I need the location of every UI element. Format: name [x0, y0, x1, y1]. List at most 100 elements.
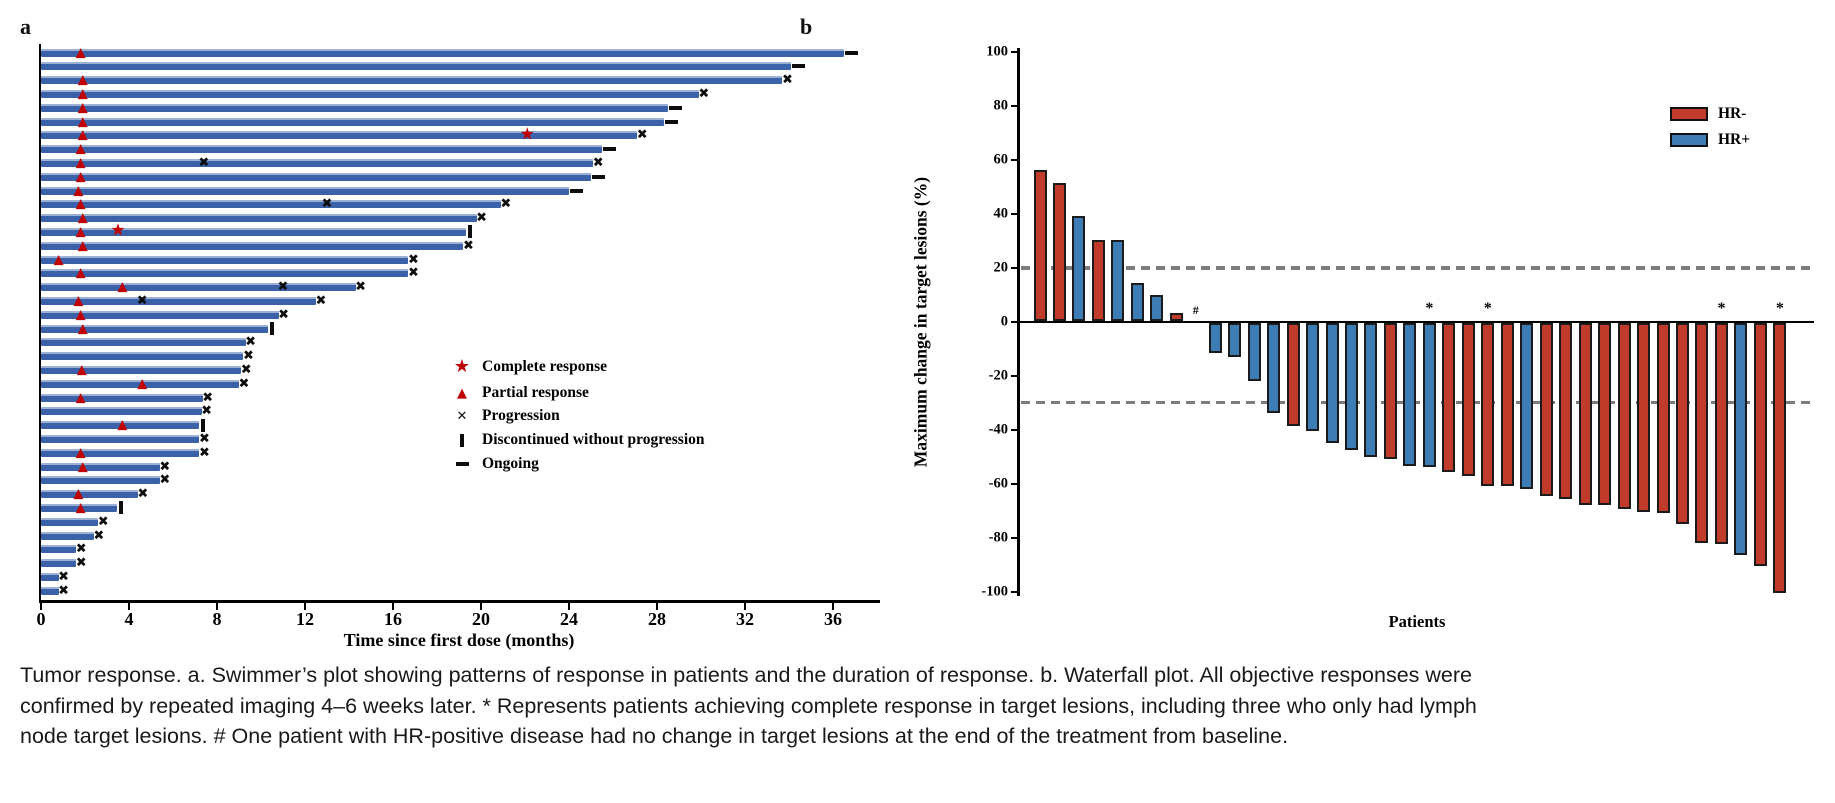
swimmer-x-tick-label: 16: [384, 609, 402, 629]
swimmer-legend-item: ✕ Progression: [452, 407, 560, 425]
swimmer-bar: [41, 131, 638, 140]
waterfall-bar: [1422, 323, 1436, 468]
progression-x-icon: ✖: [242, 348, 254, 364]
waterfall-y-axis-title: Maximum change in target lesions (%): [910, 176, 931, 468]
swimmer-bar: [41, 89, 699, 98]
progression-x-icon: ✖: [75, 555, 87, 571]
waterfall-bar: [1734, 323, 1748, 556]
swimmer-bar: [41, 572, 59, 581]
waterfall-y-tick: [1011, 483, 1018, 485]
waterfall-y-tick: [1011, 213, 1018, 215]
progression-x-icon: ✖: [321, 196, 333, 212]
progression-x-icon: ✖: [355, 279, 367, 295]
swimmer-bar: [41, 407, 202, 416]
swimmer-bar: [41, 559, 77, 568]
waterfall-bar: [1111, 240, 1125, 321]
swimmer-x-tick-label: 36: [824, 609, 842, 629]
partial-response-triangle-icon: ▲: [77, 127, 88, 143]
swimmer-bar: [41, 283, 356, 292]
waterfall-bar: [1130, 283, 1144, 321]
waterfall-y-tick-label: -80: [988, 529, 1008, 546]
swimmer-x-tick-label: 12: [296, 609, 314, 629]
waterfall-zero-axis: [1017, 320, 1814, 324]
waterfall-bar: [1559, 323, 1573, 499]
ongoing-dash-icon: [845, 50, 858, 55]
swimmer-legend-item: Discontinued without progression: [452, 431, 705, 449]
waterfall-bar: [1091, 240, 1105, 321]
hr-positive-swatch: [1670, 133, 1708, 147]
partial-response-triangle-icon: ▲: [53, 252, 64, 267]
swimmer-bar: [41, 62, 792, 71]
swimmer-x-tick-label: 32: [736, 609, 754, 629]
swimmer-bar: [41, 214, 477, 223]
waterfall-bar: [1481, 323, 1495, 487]
vbar-icon: [452, 433, 472, 447]
partial-response-triangle-icon: ▲: [75, 390, 86, 405]
swimmer-bar: [41, 545, 77, 554]
progression-x-icon: ✖: [238, 376, 250, 392]
swimmer-bar: [41, 490, 138, 499]
swimmer-bar: [41, 172, 591, 181]
caption-line-2: confirmed by repeated imaging 4–6 weeks …: [20, 693, 1477, 718]
swimmer-bar: [41, 476, 160, 485]
discontinued-bar-icon: [201, 418, 206, 432]
swimmer-bar: [41, 365, 242, 374]
swimmer-bar: [41, 255, 409, 264]
progression-x-icon: ✖: [698, 86, 710, 102]
waterfall-y-tick: [1011, 267, 1018, 269]
progression-x-icon: ✖: [93, 528, 105, 543]
waterfall-bar: [1247, 323, 1261, 382]
partial-response-triangle-icon: ▲: [75, 224, 86, 240]
complete-response-asterisk: *: [1483, 300, 1492, 317]
partial-response-triangle-icon: ▲: [75, 169, 86, 185]
partial-response-triangle-icon: ▲: [75, 45, 86, 60]
progression-x-icon: ✖: [462, 238, 474, 254]
waterfall-y-tick-label: -40: [988, 421, 1008, 438]
waterfall-bar: [1345, 323, 1359, 450]
swimmer-bar: [41, 269, 409, 278]
discontinued-bar-icon: [269, 322, 274, 335]
waterfall-y-tick: [1011, 591, 1018, 593]
waterfall-bar: [1052, 183, 1066, 321]
waterfall-bar: [1208, 323, 1222, 353]
progression-x-icon: ✖: [198, 431, 210, 447]
ongoing-dash-icon: [592, 174, 605, 179]
waterfall-y-tick: [1011, 105, 1018, 107]
swimmer-y-axis: [39, 44, 41, 602]
swimmer-x-tick: [304, 602, 306, 610]
swimmer-x-tick: [832, 602, 834, 610]
swimmer-legend-label: Discontinued without progression: [482, 431, 705, 448]
progression-x-icon: ✖: [277, 279, 289, 295]
x-icon: ✕: [452, 410, 472, 423]
swimmer-bar: [41, 434, 200, 443]
ongoing-dash-icon: [792, 64, 806, 69]
ongoing-dash-icon: [570, 188, 583, 193]
progression-x-icon: ✖: [159, 459, 171, 474]
partial-response-triangle-icon: ▲: [75, 265, 86, 281]
waterfall-y-tick: [1011, 321, 1018, 323]
swimmer-x-tick-label: 0: [36, 609, 46, 629]
waterfall-bar: [1520, 323, 1534, 490]
waterfall-y-tick: [1011, 159, 1018, 161]
triangle-icon: ▲: [452, 387, 472, 400]
waterfall-bar: [1656, 323, 1670, 514]
vbar-icon: [460, 433, 464, 447]
swimmer-legend-label: Partial response: [482, 384, 589, 401]
panel-b-label: b: [800, 14, 813, 39]
partial-response-triangle-icon: ▲: [77, 321, 88, 336]
partial-response-triangle-icon: ▲: [77, 114, 88, 129]
progression-x-icon: ✖: [201, 403, 213, 419]
swimmer-bar: [41, 324, 268, 333]
swimmer-bar: [41, 531, 94, 540]
discontinued-bar-icon: [118, 501, 123, 515]
waterfall-x-axis-title: Patients: [1388, 612, 1446, 631]
complete-response-asterisk: *: [1775, 300, 1784, 317]
swimmer-legend-label: Complete response: [482, 358, 607, 375]
swimmer-x-axis-title: Time since first dose (months): [343, 630, 575, 650]
swimmer-legend-item: ▲ Partial response: [452, 384, 589, 402]
progression-x-icon: ✖: [407, 265, 419, 281]
waterfall-bar: [1753, 323, 1767, 566]
waterfall-y-tick-label: -100: [981, 583, 1008, 600]
swimmer-x-tick: [744, 602, 746, 610]
